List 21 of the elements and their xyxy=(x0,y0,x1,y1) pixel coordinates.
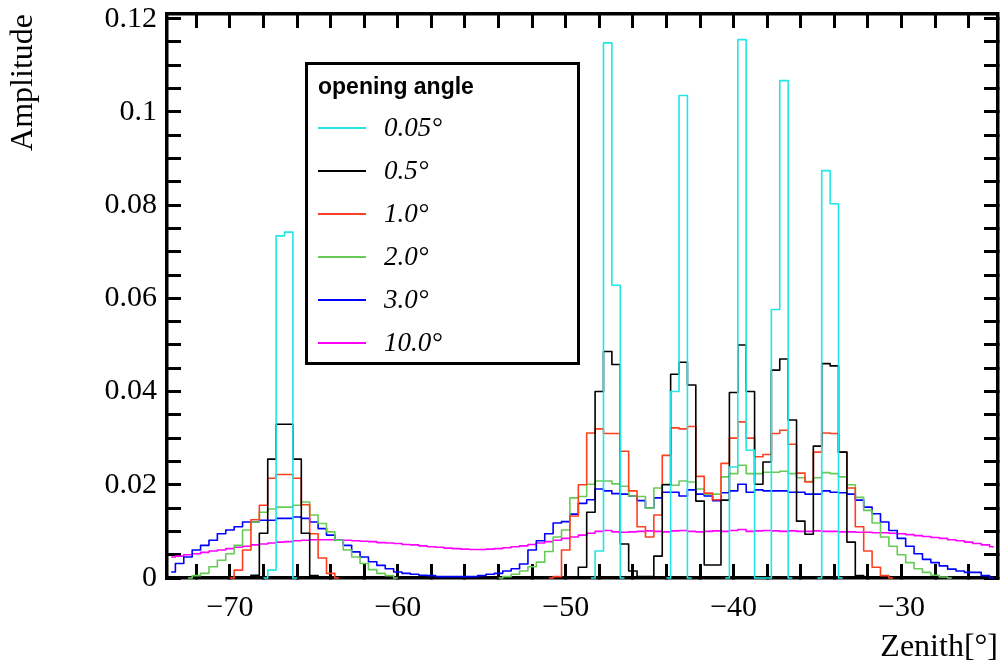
y-tick-label: 0.08 xyxy=(104,185,157,219)
legend-label: 0.5° xyxy=(384,155,429,186)
legend-label: 1.0° xyxy=(384,198,429,229)
y-tick-label: 0 xyxy=(142,558,157,592)
x-tick-label: −70 xyxy=(206,588,254,622)
y-tick-label: 0.02 xyxy=(104,465,157,499)
x-tick-label: −40 xyxy=(710,588,758,622)
x-axis-title: Zenith[°] xyxy=(880,627,998,664)
y-axis-title: Amplitude xyxy=(2,14,39,151)
y-tick-label: 0.04 xyxy=(104,372,157,406)
x-tick-label: −30 xyxy=(878,588,925,622)
legend-title: opening angle xyxy=(318,73,475,100)
y-tick-label: 0.12 xyxy=(104,0,157,33)
legend-label: 0.05° xyxy=(384,112,443,143)
x-tick-label: −50 xyxy=(542,588,590,622)
legend-label: 2.0° xyxy=(384,241,429,272)
y-tick-label: 0.06 xyxy=(104,279,157,313)
x-tick-label: −60 xyxy=(374,588,422,622)
legend-label: 10.0° xyxy=(384,327,443,358)
legend-label: 3.0° xyxy=(384,284,429,315)
y-tick-label: 0.1 xyxy=(119,92,157,126)
